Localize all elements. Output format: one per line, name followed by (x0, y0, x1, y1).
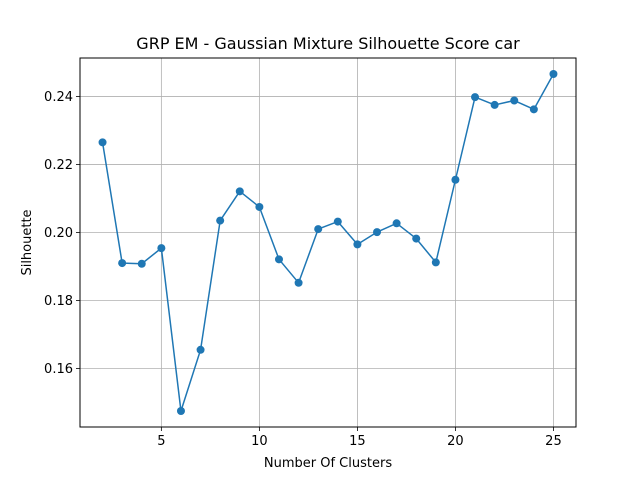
y-tick-label: 0.20 (44, 226, 73, 241)
x-tick-label: 15 (349, 434, 366, 449)
y-tick-label: 0.16 (44, 362, 73, 377)
data-point (176, 407, 185, 416)
data-point (510, 96, 519, 105)
data-point (255, 202, 264, 211)
data-point (333, 217, 342, 226)
data-point (98, 138, 107, 147)
x-tick-label: 5 (157, 434, 165, 449)
data-point (471, 93, 480, 102)
data-point (451, 175, 460, 184)
x-tick-label: 10 (251, 434, 268, 449)
x-tick-label: 20 (447, 434, 464, 449)
x-axis-label: Number Of Clusters (264, 456, 392, 471)
data-point (373, 228, 382, 237)
data-point (274, 255, 283, 264)
data-point (529, 105, 538, 114)
y-tick-label: 0.22 (44, 158, 73, 173)
x-tick-label: 25 (545, 434, 562, 449)
data-point (549, 69, 558, 78)
data-point (137, 259, 146, 268)
chart-title: GRP EM - Gaussian Mixture Silhouette Sco… (136, 34, 520, 53)
data-point (490, 100, 499, 109)
y-axis-label: Silhouette (20, 209, 35, 275)
data-point (412, 234, 421, 243)
data-point (314, 225, 323, 234)
data-point (118, 259, 127, 268)
x-axis: 5 10 15 20 25 (157, 427, 562, 449)
data-point (431, 258, 440, 267)
y-tick-label: 0.18 (44, 294, 73, 309)
y-tick-label: 0.24 (44, 90, 73, 105)
data-point (196, 345, 205, 354)
data-point (353, 240, 362, 249)
data-point (392, 219, 401, 228)
y-axis: 0.16 0.18 0.20 0.22 0.24 (44, 90, 80, 377)
plot-frame (79, 57, 577, 428)
data-point (157, 244, 166, 253)
grid-lines (80, 58, 576, 427)
series-line (101, 73, 555, 412)
data-point (216, 216, 225, 225)
data-point (235, 187, 244, 196)
data-point (294, 278, 303, 287)
series-layer (98, 69, 558, 416)
